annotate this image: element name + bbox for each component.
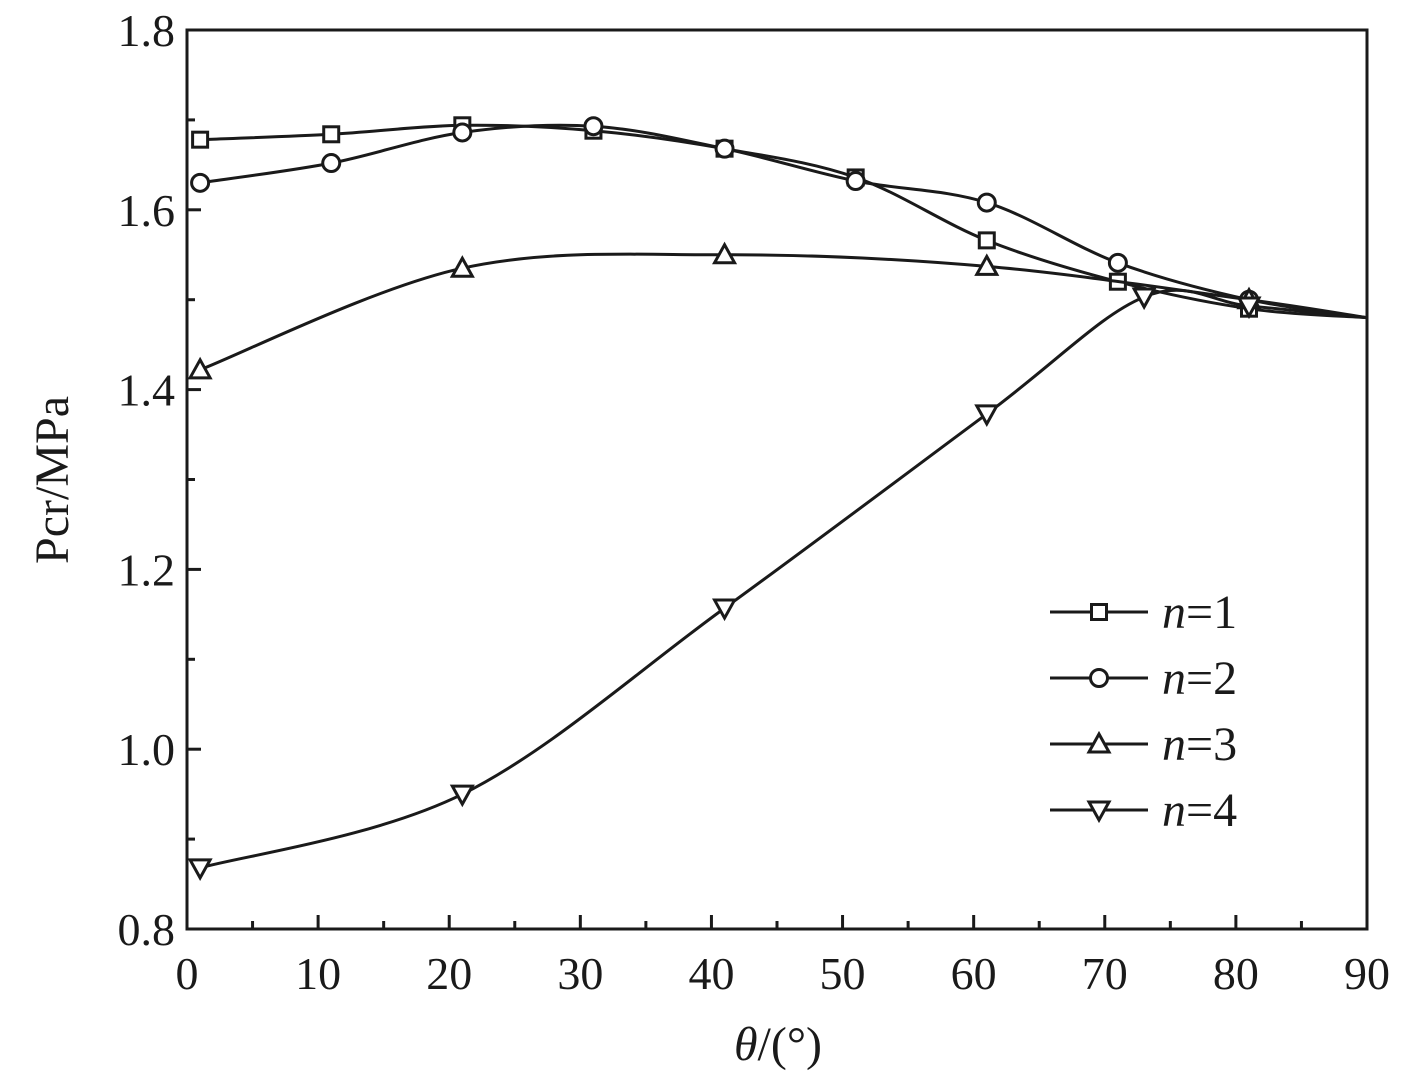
legend-label: n=4 — [1162, 784, 1237, 837]
series-4 — [187, 287, 1368, 881]
series-1 — [191, 116, 1368, 320]
series-4-point — [1131, 287, 1157, 311]
x-tick-label: 20 — [426, 948, 472, 999]
series-1-point — [191, 130, 210, 149]
legend: n=1n=2n=3n=4 — [1050, 586, 1237, 837]
series-3-line — [199, 252, 1368, 372]
series-2-point — [583, 116, 604, 137]
legend-item-1: n=1 — [1050, 586, 1237, 639]
legend-label: n=1 — [1162, 586, 1237, 639]
series-2-point — [714, 138, 735, 159]
series-layer — [187, 116, 1368, 881]
y-tick-label: 1.6 — [118, 185, 176, 236]
x-tick-label: 60 — [951, 948, 997, 999]
series-1-point — [977, 231, 996, 250]
series-4-line — [199, 288, 1368, 870]
series-4-point — [449, 784, 475, 808]
series-4-point — [1236, 296, 1262, 320]
x-axis-label-variable: θ — [734, 1018, 758, 1071]
series-2 — [190, 116, 1368, 320]
series-2-point — [845, 171, 866, 192]
x-tick-label: 30 — [557, 948, 603, 999]
y-tick-label: 1.8 — [118, 5, 176, 56]
legend-label-variable: n — [1162, 586, 1186, 639]
y-tick-label: 0.8 — [118, 904, 176, 955]
series-2-line — [199, 123, 1368, 320]
legend-label-variable: n — [1162, 718, 1186, 771]
y-axis-label: Pcr/MPa — [26, 396, 79, 564]
series-3-point — [712, 241, 738, 265]
series-3-point — [974, 253, 1000, 276]
series-1-line — [200, 123, 1368, 320]
legend-item-4: n=4 — [1050, 784, 1237, 837]
series-3-point — [187, 356, 213, 380]
x-tick-label: 70 — [1082, 948, 1128, 999]
legend-item-2: n=2 — [1050, 652, 1237, 705]
legend-label-variable: n — [1162, 784, 1186, 837]
series-2-point — [452, 122, 473, 143]
legend-label-value: =4 — [1186, 784, 1237, 837]
legend-label-value: =2 — [1186, 652, 1237, 705]
y-tick-label: 1.0 — [118, 724, 176, 775]
legend-label-variable: n — [1162, 652, 1186, 705]
series-3-point — [449, 255, 475, 278]
series-2-point — [190, 172, 211, 193]
x-tick-label: 10 — [295, 948, 341, 999]
legend-marker — [1089, 668, 1109, 688]
x-axis-label: θ/(°) — [734, 1018, 822, 1071]
series-2-point — [976, 192, 997, 213]
x-tick-label: 90 — [1344, 948, 1390, 999]
legend-marker — [1090, 603, 1108, 621]
x-tick-label: 80 — [1213, 948, 1259, 999]
series-1-point — [322, 125, 341, 144]
series-4-point — [712, 598, 738, 622]
x-tick-label: 50 — [820, 948, 866, 999]
y-tick-label: 1.4 — [118, 365, 176, 416]
series-2-point — [1107, 252, 1128, 273]
y-tick-label: 1.2 — [118, 544, 176, 595]
x-axis-label-unit: /(°) — [758, 1018, 823, 1071]
series-3 — [187, 241, 1368, 380]
series-4-point — [187, 858, 213, 881]
legend-marker — [1086, 800, 1112, 824]
series-2-point — [321, 153, 342, 174]
legend-label-value: =1 — [1186, 586, 1237, 639]
legend-item-3: n=3 — [1050, 718, 1237, 771]
legend-marker — [1086, 730, 1112, 754]
x-tick-label: 0 — [176, 948, 199, 999]
x-tick-label: 40 — [688, 948, 734, 999]
legend-label-value: =3 — [1186, 718, 1237, 771]
legend-label: n=3 — [1162, 718, 1237, 771]
axes: 0 10 20 30 40 50 60 70 80 90 0.8 1.0 1.2 1.4 1.6 1.8 — [118, 5, 1391, 999]
series-4-point — [974, 404, 1000, 427]
legend-label: n=2 — [1162, 652, 1237, 705]
